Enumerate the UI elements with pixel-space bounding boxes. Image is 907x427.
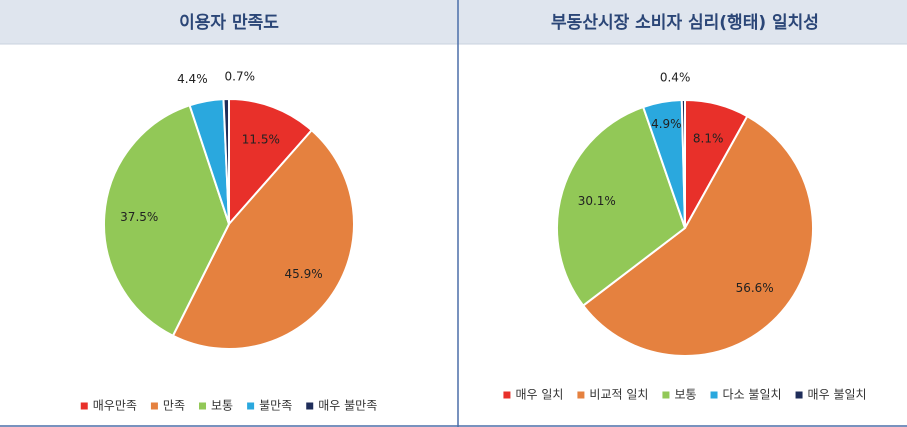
legend-marker <box>247 402 255 410</box>
data-label: 0.4% <box>660 71 691 85</box>
chart-title: 이용자 만족도 <box>179 13 279 33</box>
legend-marker <box>150 402 158 410</box>
data-label: 45.9% <box>285 267 323 281</box>
legend-label: 매우만족 <box>93 399 137 413</box>
data-label: 56.6% <box>736 281 774 295</box>
header-bar <box>0 0 907 44</box>
chart-title: 부동산시장 소비자 심리(행태) 일치성 <box>551 13 819 33</box>
data-label: 8.1% <box>693 131 724 145</box>
legend-label: 매우 불만족 <box>318 399 377 413</box>
legend-marker <box>662 391 670 399</box>
pie-slice <box>228 97 314 227</box>
legend-label: 보통 <box>674 388 696 402</box>
pie-slice <box>171 128 355 350</box>
data-label: 30.1% <box>578 194 616 208</box>
legend-marker <box>199 402 207 410</box>
data-label: 11.5% <box>242 132 280 146</box>
legend-label: 보통 <box>211 399 233 413</box>
legend-marker <box>503 391 511 399</box>
legend-marker <box>795 391 803 399</box>
legend-marker <box>306 402 314 410</box>
legend-marker <box>710 391 718 399</box>
legend-label: 만족 <box>163 399 185 413</box>
data-label: 4.9% <box>651 117 682 131</box>
legend-label: 비교적 일치 <box>589 388 648 402</box>
data-label: 37.5% <box>120 210 158 224</box>
legend-marker <box>80 402 88 410</box>
data-label: 4.4% <box>177 72 208 86</box>
pie-slice <box>680 98 686 229</box>
data-label: 0.7% <box>225 70 256 84</box>
pie-slice <box>556 105 687 307</box>
pie-slice <box>222 97 230 225</box>
legend-label: 다소 불일치 <box>723 388 782 402</box>
legend-label: 매우 불일치 <box>808 388 867 402</box>
pie-slice <box>581 114 814 357</box>
pie-slice <box>103 104 231 338</box>
legend-label: 불만족 <box>259 399 292 413</box>
legend-marker <box>577 391 585 399</box>
legend-label: 매우 일치 <box>515 388 563 402</box>
